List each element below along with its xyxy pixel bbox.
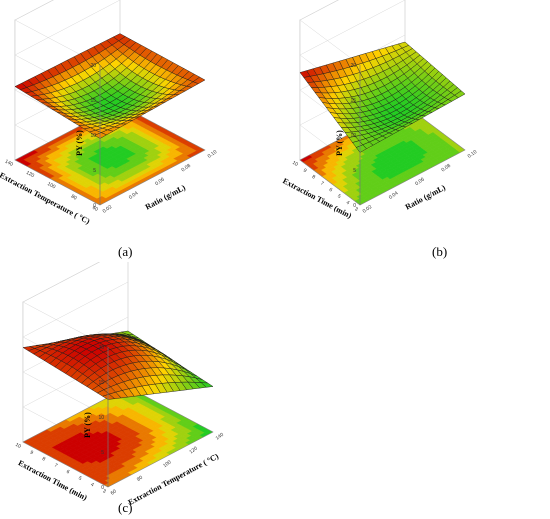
y-tick-label: 8 xyxy=(41,456,46,463)
z-tick-label: 10 xyxy=(98,415,104,421)
caption-c: (c) xyxy=(118,500,133,515)
y-tick-label: 7 xyxy=(319,180,324,187)
panel-a: 0 5 10 15 20 PY (%) 0.02 0.04 0.06 0.08 0.10 Ratio … xyxy=(0,0,275,262)
z-axis-title: PY (%) xyxy=(335,130,344,156)
y-tick-label: 4 xyxy=(345,200,350,207)
gridline-z xyxy=(22,262,100,303)
x-tick-label: 0.02 xyxy=(102,204,114,215)
chart-a: 0 5 10 15 20 PY (%) 0.02 0.04 0.06 0.08 0.10 Ratio … xyxy=(0,0,219,226)
y-tick-label: 80 xyxy=(70,194,78,202)
z-tick-label: 20 xyxy=(98,345,104,351)
z-axis-title: PY (%) xyxy=(75,130,84,156)
x-tick-label: 0.08 xyxy=(440,163,452,174)
x-tick-label: 0.04 xyxy=(128,190,140,201)
z-tick-label: 15 xyxy=(98,380,104,386)
z-tick-label: 0 xyxy=(353,203,356,209)
y-tick-label: 10 xyxy=(14,442,22,450)
z-tick-label: 15 xyxy=(350,98,356,104)
z-tick-label: 15 xyxy=(90,98,96,104)
surface-cell xyxy=(192,76,206,84)
x-tick-label: 80 xyxy=(136,475,144,483)
contour-floor xyxy=(22,386,214,488)
y-tick-label: 6 xyxy=(65,469,70,476)
x-tick-label: 60 xyxy=(110,488,118,496)
z-tick-label: 5 xyxy=(353,168,356,174)
y-tick-label: 100 xyxy=(46,181,56,190)
x-tick-label: 120 xyxy=(188,446,198,456)
surface xyxy=(14,33,206,139)
x-tick-label: 0.10 xyxy=(207,149,219,160)
surface-cell xyxy=(200,382,214,388)
x-tick-label: 0.04 xyxy=(388,190,400,201)
y-tick-label: 6 xyxy=(328,187,333,194)
y-tick-label: 9 xyxy=(29,450,34,457)
y-tick-label: 3 xyxy=(354,206,359,213)
surface xyxy=(22,330,214,400)
x-axis-title: Ratio (g/mL) xyxy=(144,183,188,212)
caption-a: (a) xyxy=(118,244,133,259)
z-tick-label: 0 xyxy=(101,485,104,491)
y-tick-label: 8 xyxy=(311,174,316,181)
x-tick-label: 0.08 xyxy=(180,163,192,174)
x-tick-label: 0.10 xyxy=(467,149,479,160)
z-tick-label: 20 xyxy=(350,63,356,69)
gridline-z xyxy=(299,19,361,66)
x-tick-label: 0.06 xyxy=(154,177,166,188)
z-tick-label: 0 xyxy=(93,203,96,209)
caption-b: (b) xyxy=(432,244,448,259)
y-tick-label: 5 xyxy=(336,193,341,200)
contour-floor xyxy=(14,104,206,206)
y-tick-label: 10 xyxy=(291,160,299,168)
x-tick-label: 100 xyxy=(162,459,172,469)
y-tick-label: 7 xyxy=(53,462,58,469)
x-tick-label: 0.06 xyxy=(414,177,426,188)
y-tick-label: 120 xyxy=(25,170,35,179)
x-tick-label: 0.02 xyxy=(362,204,374,215)
z-tick-label: 5 xyxy=(93,168,96,174)
x-tick-label: 140 xyxy=(215,432,225,442)
y-tick-label: 60 xyxy=(91,205,99,213)
y-tick-label: 4 xyxy=(89,482,94,489)
gridline-z xyxy=(299,0,339,21)
z-tick-label: 10 xyxy=(90,133,96,139)
surface xyxy=(299,41,466,153)
y-tick-label: 140 xyxy=(4,159,14,168)
gridline-z xyxy=(22,281,129,338)
z-tick-label: 5 xyxy=(101,450,104,456)
gridline-z xyxy=(14,0,54,21)
z-tick-label: 20 xyxy=(90,63,96,69)
panel-c: 0 5 10 15 20 PY (%) 60 80 100 120 140 Extraction Te… xyxy=(0,262,275,519)
y-tick-label: 3 xyxy=(102,488,107,495)
panel-b: 0 5 10 15 20 PY (%) 0.02 0.04 0.06 0.08 0.10 Ratio … xyxy=(275,0,550,262)
y-tick-label: 9 xyxy=(302,168,307,175)
gridline-z xyxy=(14,0,121,56)
y-tick-label: 5 xyxy=(77,475,82,482)
surface-cell xyxy=(454,90,466,98)
x-axis-title: Ratio (g/mL) xyxy=(404,183,448,212)
z-axis-title: PY (%) xyxy=(83,412,92,438)
gridline-z xyxy=(299,0,406,56)
chart-b: 0 5 10 15 20 PY (%) 0.02 0.04 0.06 0.08 0.10 Ratio … xyxy=(281,0,479,220)
z-tick-label: 10 xyxy=(350,133,356,139)
